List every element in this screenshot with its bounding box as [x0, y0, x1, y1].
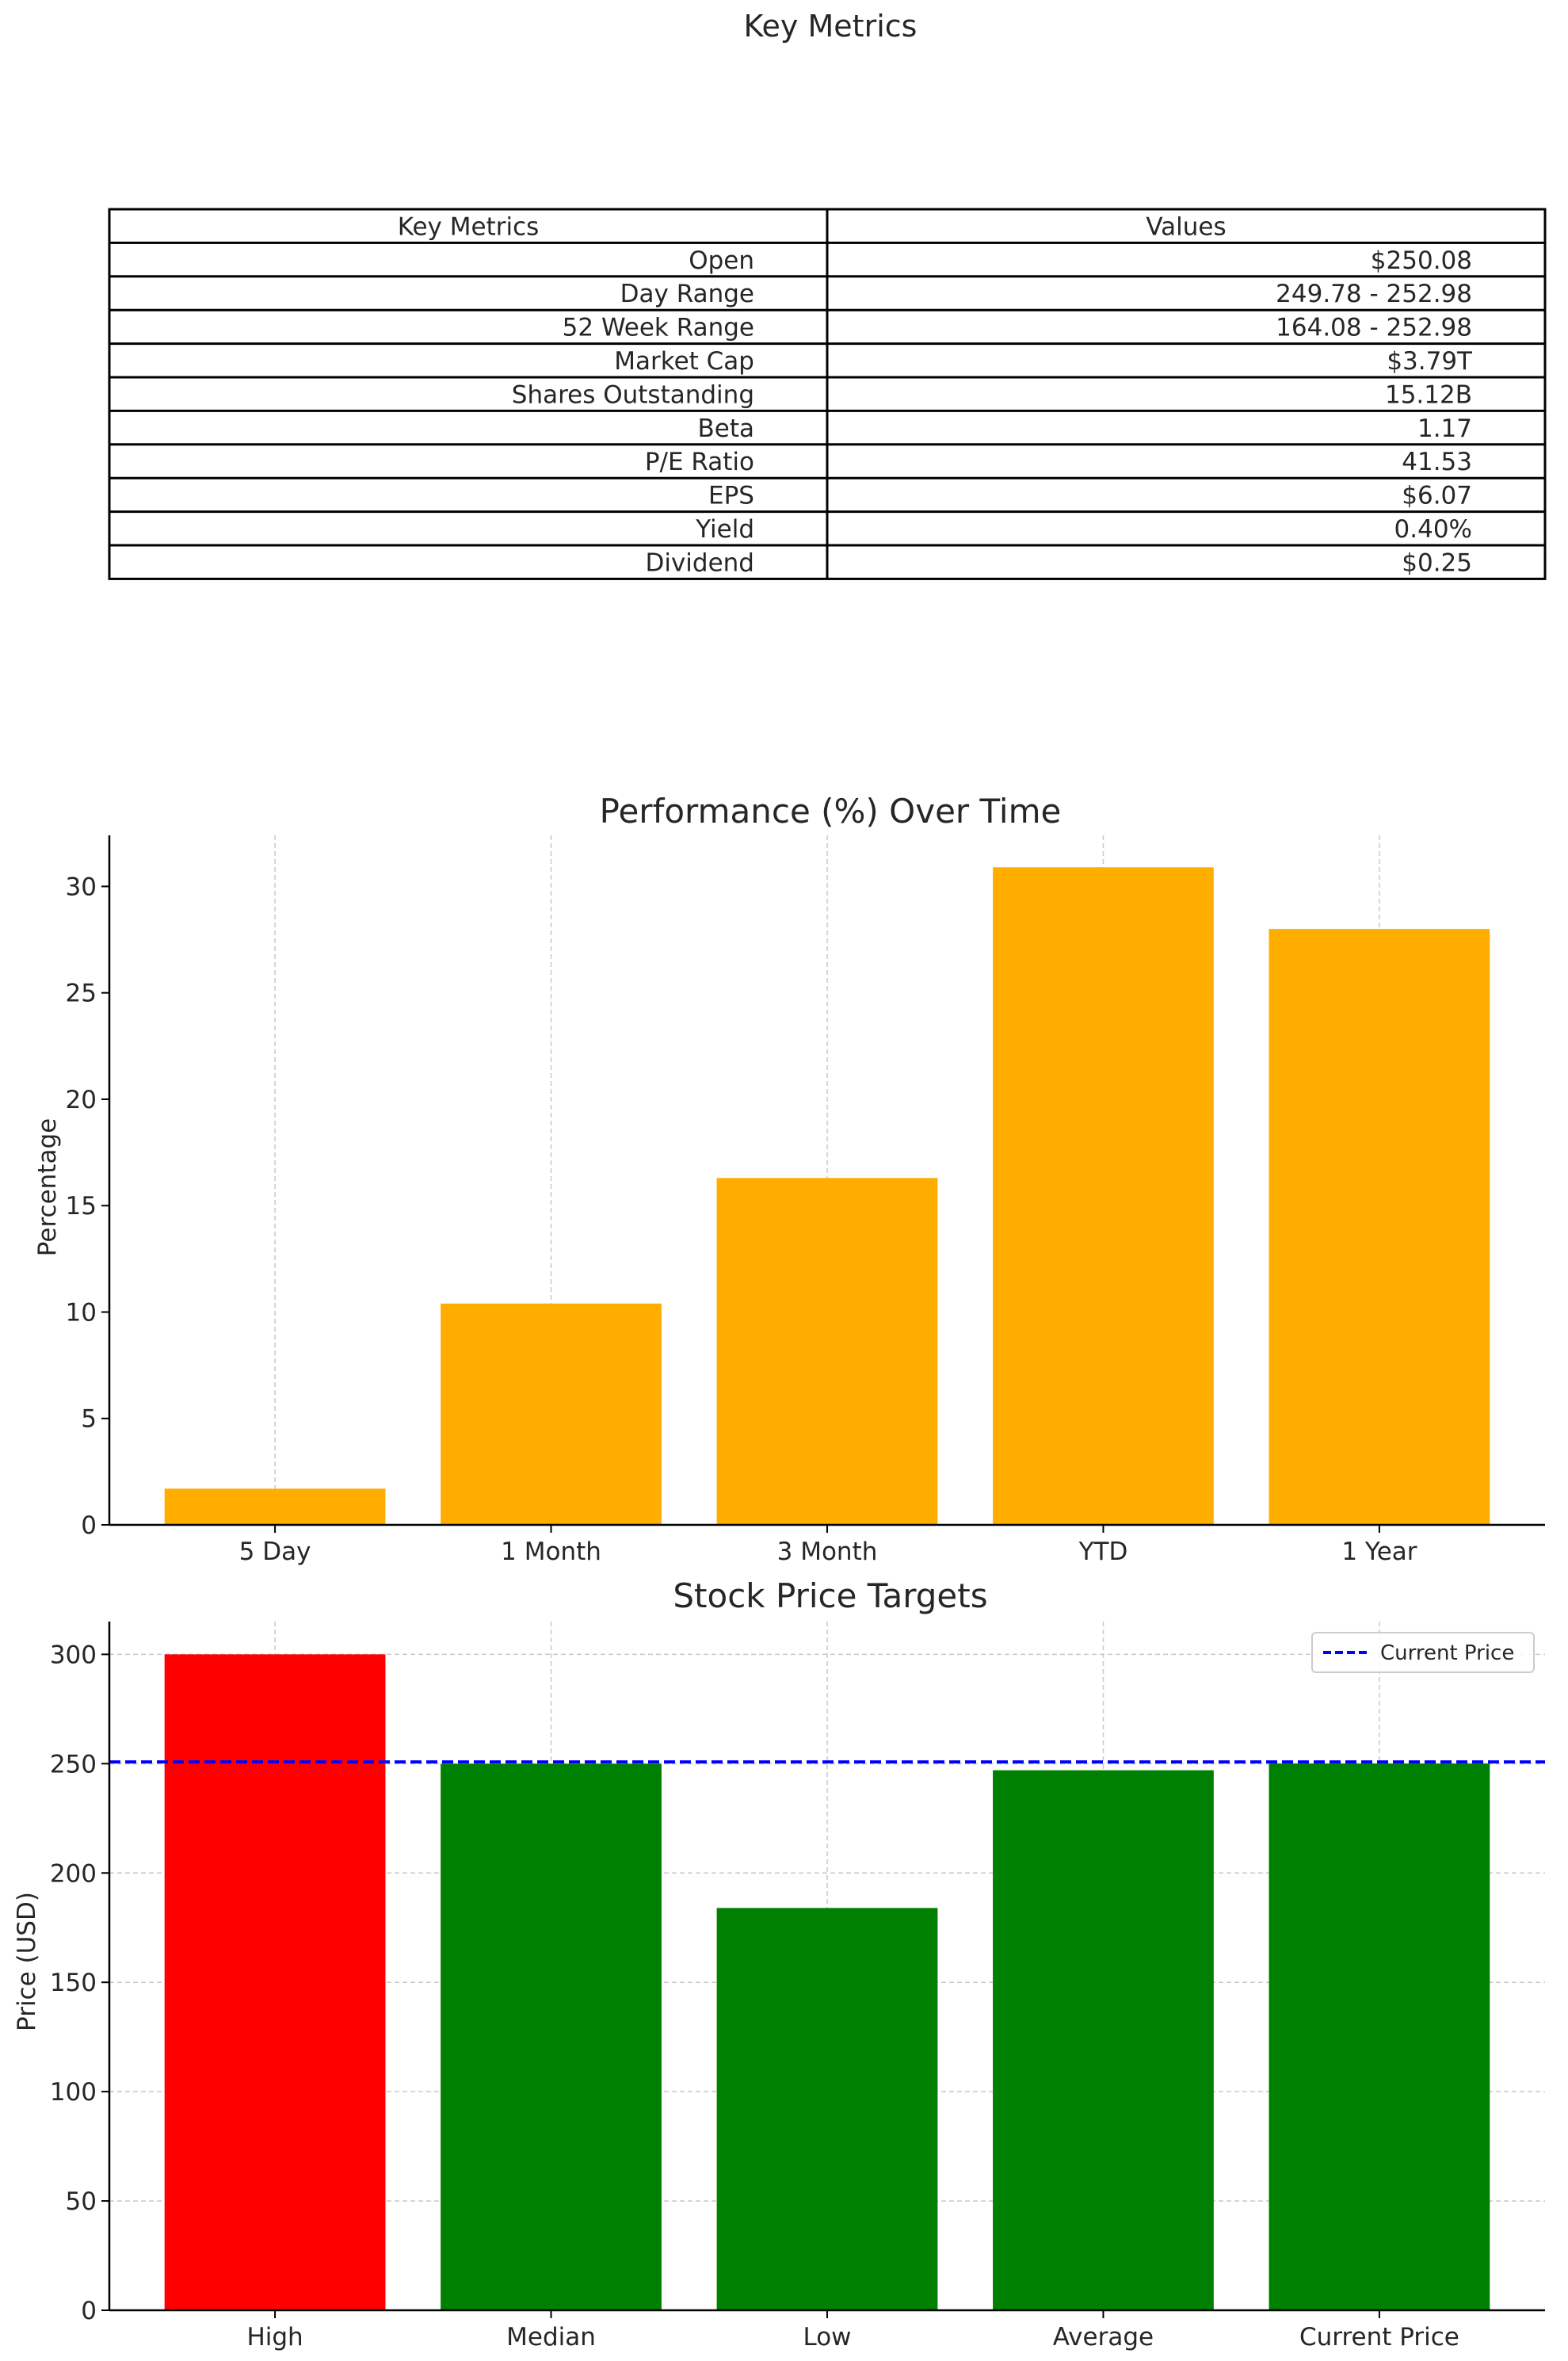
price-targets-chart: Stock Price Targets Price (USD) 0 50 100 15…: [13, 1576, 1545, 2351]
x-tick-label: Average: [1053, 2323, 1154, 2351]
x-tick-label: 1 Month: [501, 1538, 601, 1566]
table-metric-cell: Beta: [698, 415, 755, 443]
bar-1-month: [441, 1303, 662, 1525]
table-value-cell: 1.17: [1417, 415, 1472, 443]
bar-high: [164, 1654, 386, 2310]
table-header-cell: Key Metrics: [398, 212, 540, 241]
y-tick-label: 300: [50, 1641, 97, 1669]
y-tick-label: 200: [50, 1859, 97, 1888]
bar-ytd: [993, 867, 1214, 1525]
performance-chart: Performance (%) Over Time Percentage 0 5 1…: [33, 792, 1545, 1566]
table-metric-cell: Day Range: [620, 280, 754, 308]
y-tick-label: 30: [66, 873, 97, 901]
price-targets-legend[interactable]: Current Price: [1311, 1632, 1535, 1673]
table-value-cell: $0.25: [1402, 548, 1472, 577]
table-metric-cell: Shares Outstanding: [512, 380, 754, 409]
table-value-cell: $250.08: [1371, 246, 1472, 275]
bar-median: [441, 1763, 662, 2310]
x-tick-label: High: [246, 2323, 303, 2351]
y-tick-label: 25: [66, 980, 97, 1008]
y-tick-label: 20: [66, 1086, 97, 1114]
table-metric-cell: P/E Ratio: [645, 448, 754, 476]
y-tick-label: 5: [81, 1405, 97, 1434]
key-metrics-table-panel: Key Metrics Key Metrics Values Open $250.08…: [108, 9, 1547, 580]
x-tick-label: 1 Year: [1341, 1538, 1417, 1566]
table-value-cell: 164.08 - 252.98: [1276, 314, 1472, 342]
table-grid: [108, 208, 1547, 580]
x-tick-label: 3 Month: [777, 1538, 878, 1566]
table-value-cell: 0.40%: [1394, 515, 1472, 544]
table-title: Key Metrics: [744, 9, 918, 44]
price-targets-tick-labels: 0 50 100 150 200 250 300 High Median Low Average Cu…: [50, 1641, 1459, 2351]
y-tick-label: 250: [50, 1750, 97, 1778]
x-tick-label: Current Price: [1299, 2323, 1459, 2351]
performance-y-axis-label: Percentage: [33, 1118, 62, 1256]
x-tick-label: YTD: [1078, 1538, 1128, 1566]
table-metric-cell: Open: [689, 246, 754, 275]
table-text: Key Metrics Values Open $250.08 Day Range 249…: [398, 212, 1473, 577]
table-value-cell: $3.79T: [1387, 347, 1473, 376]
y-tick-label: 100: [50, 2078, 97, 2107]
y-tick-label: 150: [50, 1969, 97, 1997]
y-tick-label: 10: [66, 1298, 97, 1327]
performance-axes: [101, 835, 1545, 1533]
y-tick-label: 0: [81, 1511, 97, 1540]
table-value-cell: 41.53: [1402, 448, 1472, 476]
bar-average: [993, 1770, 1214, 2310]
table-metric-cell: Yield: [695, 515, 754, 544]
legend-box: [1311, 1632, 1535, 1673]
y-tick-label: 0: [81, 2297, 97, 2325]
table-metric-cell: EPS: [708, 482, 754, 510]
price-targets-axes: [101, 1622, 1545, 2318]
table-value-cell: $6.07: [1402, 482, 1472, 510]
x-tick-label: Median: [506, 2323, 596, 2351]
bar-5-day: [164, 1488, 386, 1525]
performance-bars: [164, 867, 1490, 1525]
price-targets-y-axis-label: Price (USD): [13, 1892, 41, 2031]
x-tick-label: Low: [803, 2323, 851, 2351]
performance-chart-title: Performance (%) Over Time: [600, 792, 1062, 831]
y-tick-label: 50: [66, 2187, 97, 2216]
table-value-cell: 249.78 - 252.98: [1276, 280, 1472, 308]
bar-3-month: [716, 1178, 938, 1525]
price-targets-chart-title: Stock Price Targets: [673, 1576, 987, 1615]
bar-current-price: [1269, 1763, 1490, 2310]
y-tick-label: 15: [66, 1192, 97, 1221]
bar-1-year: [1269, 929, 1490, 1525]
table-metric-cell: Dividend: [645, 548, 754, 577]
price-targets-bars: [164, 1654, 1490, 2310]
table-metric-cell: Market Cap: [614, 347, 754, 376]
legend-label: Current Price: [1380, 1641, 1514, 1665]
table-header-cell: Values: [1146, 212, 1226, 241]
table-metric-cell: 52 Week Range: [563, 314, 754, 342]
x-tick-label: 5 Day: [239, 1538, 311, 1566]
bar-low: [716, 1908, 938, 2310]
performance-tick-labels: 0 5 10 15 20 25 30 5 Day 1 Month 3 Month YTD 1 Year: [66, 873, 1417, 1566]
table-value-cell: 15.12B: [1385, 380, 1472, 409]
